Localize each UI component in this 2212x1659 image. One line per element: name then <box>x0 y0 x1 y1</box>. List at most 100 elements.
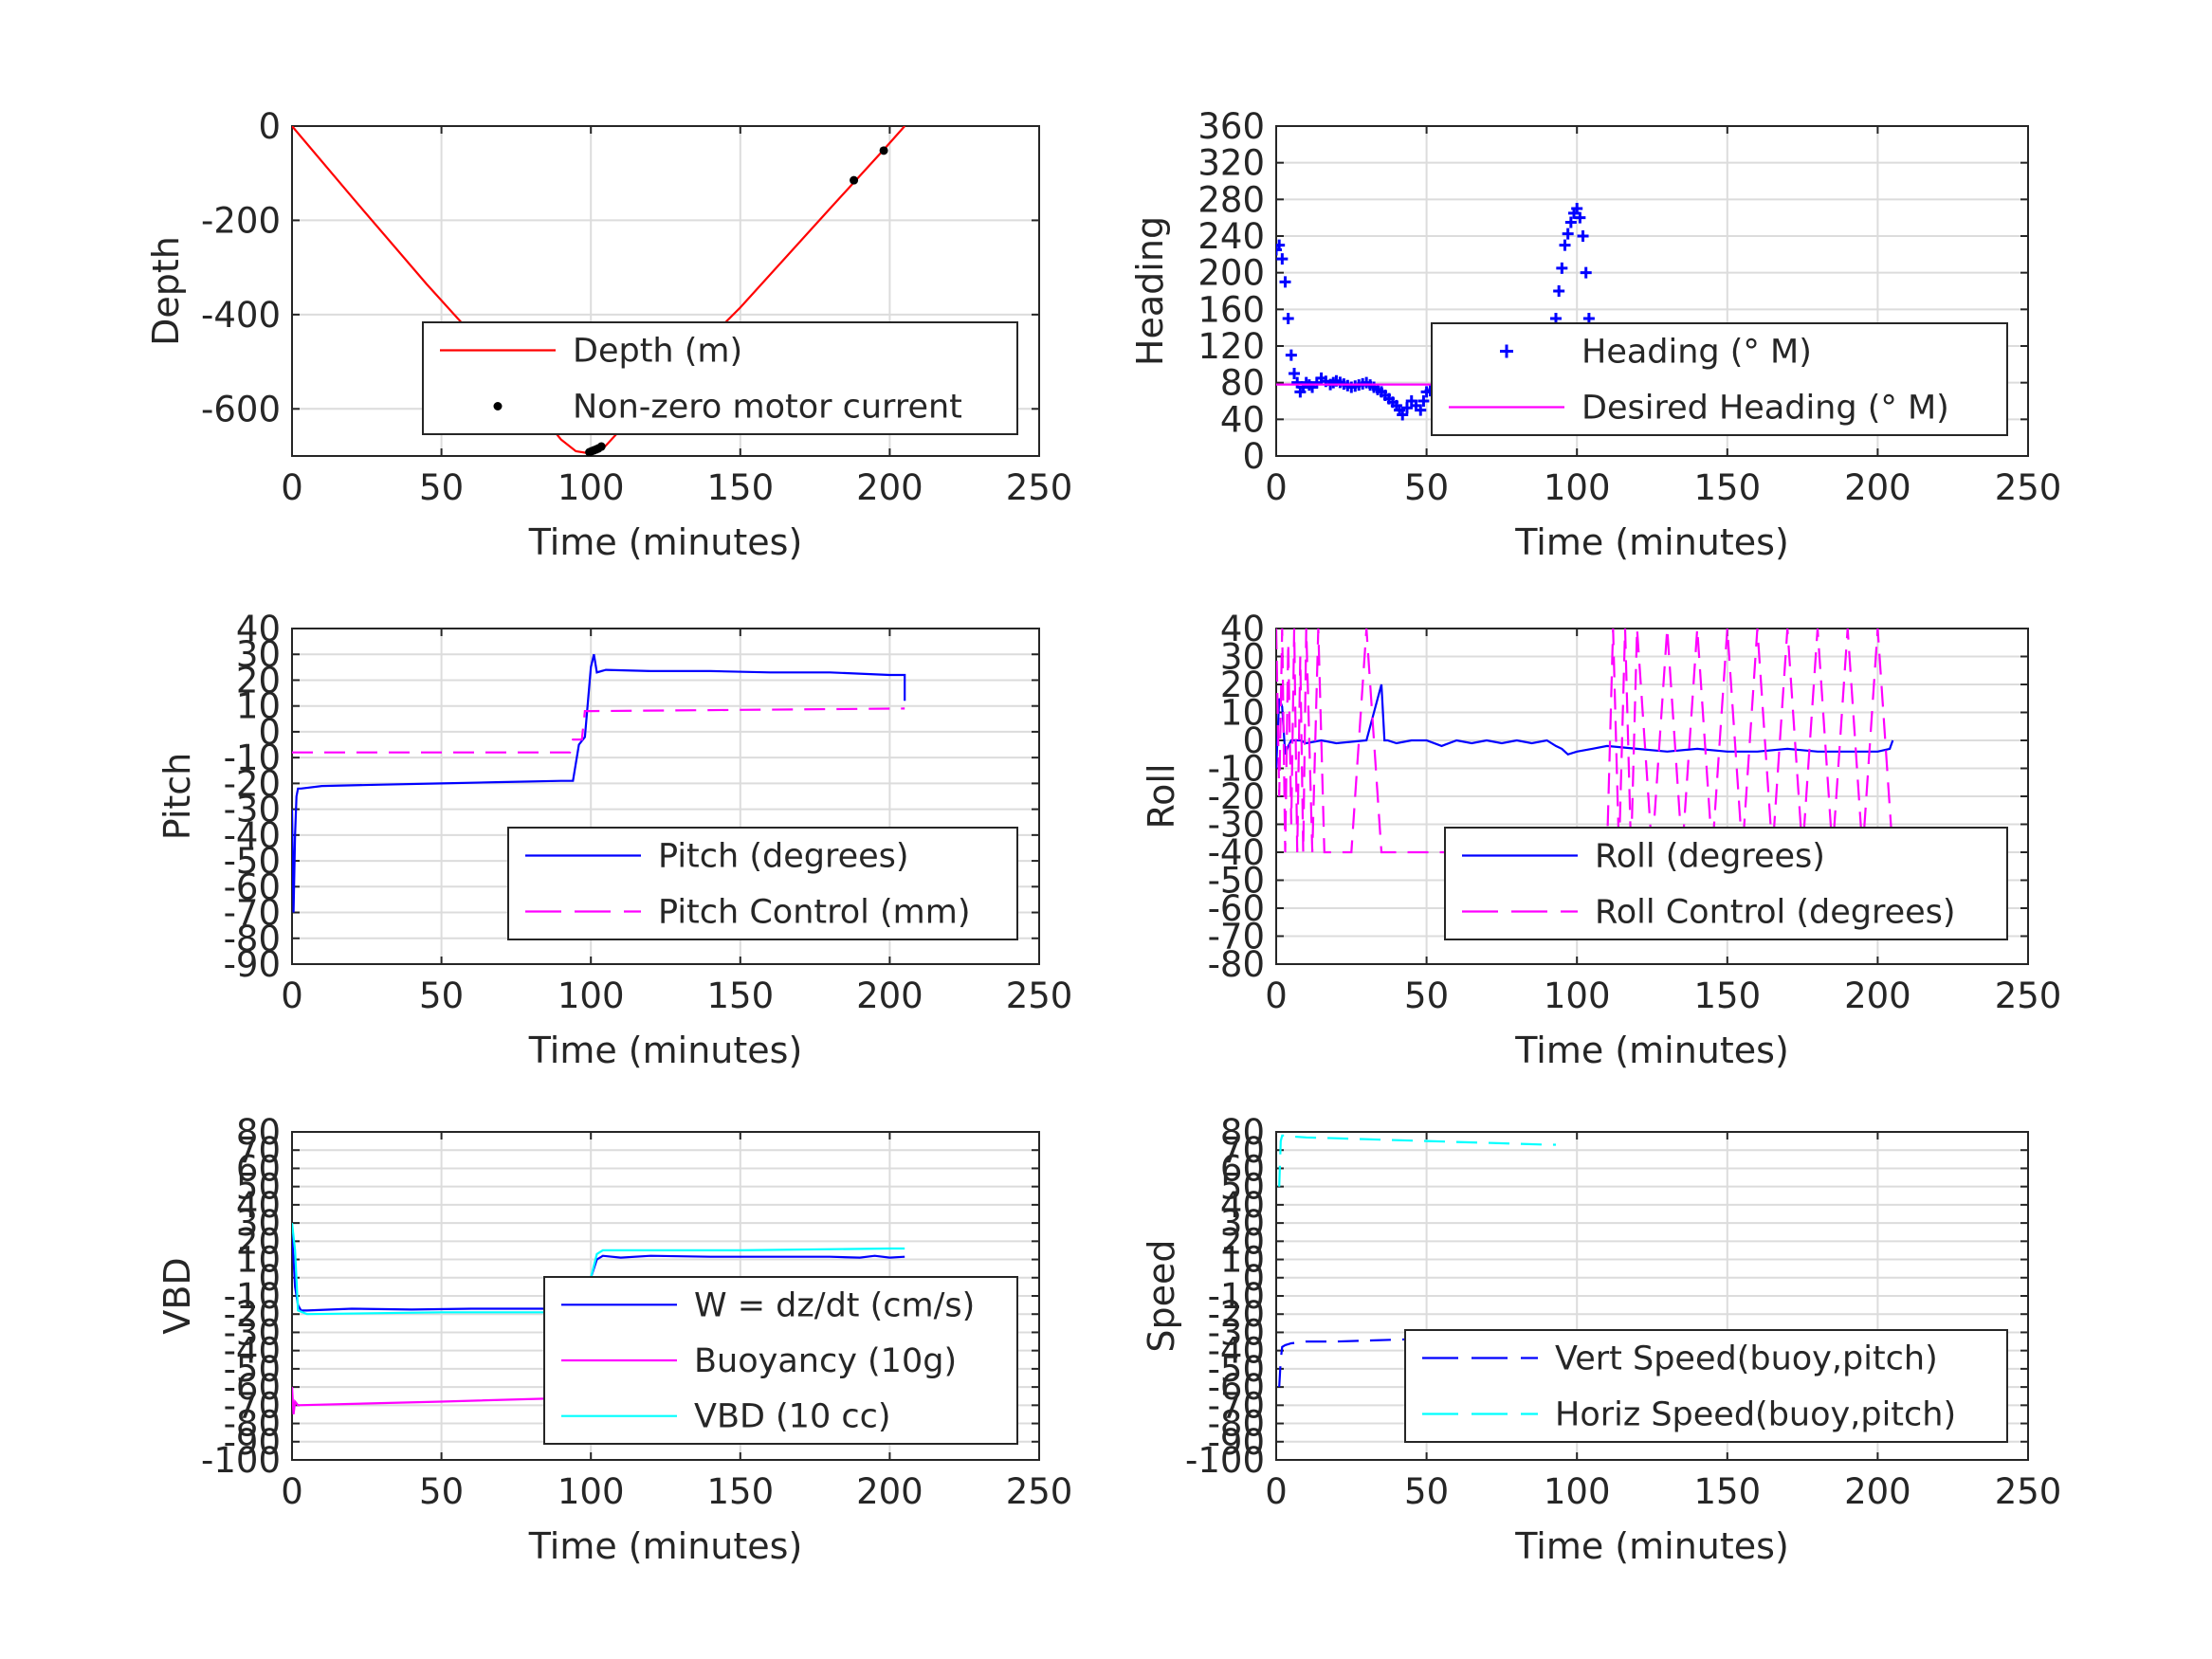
roll-ytick-label: -80 <box>1208 944 1265 985</box>
speed-series-1-line <box>1278 1134 1556 1187</box>
heading-frame <box>1275 125 2029 457</box>
depth-chart: 0 50 100 150 200 250 0 -200 -400 -600 Time (minute… <box>145 106 1072 563</box>
roll-ytick-label: -30 <box>1208 805 1265 846</box>
pitch-ytick-label: 40 <box>236 609 281 649</box>
heading-series-0-point <box>1282 313 1294 324</box>
heading-xtick-label: 250 <box>1995 467 2062 508</box>
pitch-ytick-label: 20 <box>236 660 281 701</box>
depth-legend-label-1: Non-zero motor current <box>573 389 962 427</box>
depth-series-1-point <box>596 442 606 451</box>
roll-ytick-label: -20 <box>1208 776 1265 817</box>
heading-ytick-label: 240 <box>1197 216 1265 257</box>
depth-series-group <box>292 126 906 456</box>
depth-ylabel: Depth <box>145 236 187 346</box>
depth-xtick-label: 200 <box>856 467 923 508</box>
roll-ytick-label: -50 <box>1208 861 1265 902</box>
pitch-ytick-label: -20 <box>224 763 281 804</box>
pitch-xtick-label: 200 <box>856 975 923 1016</box>
vbd-xtick-label: 150 <box>706 1471 774 1512</box>
speed-ytick-label: 0 <box>1242 1258 1265 1299</box>
speed-ytick-label: 30 <box>1220 1203 1265 1244</box>
speed-frame <box>1275 1131 2029 1461</box>
heading-ytick-label: 120 <box>1197 326 1265 367</box>
heading-ytick-label: 360 <box>1197 106 1265 147</box>
speed-xtick-label: 0 <box>1265 1471 1288 1512</box>
heading-ytick-label: 0 <box>1242 436 1265 477</box>
heading-ytick-label: 40 <box>1220 399 1265 440</box>
pitch-ytick-label: -40 <box>224 815 281 856</box>
vbd-ytick-label: 30 <box>236 1203 281 1244</box>
roll-ylabel: Roll <box>1141 763 1182 829</box>
pitch-xtick-label: 150 <box>706 975 774 1016</box>
speed-ytick-label: 60 <box>1220 1148 1265 1189</box>
vbd-xtick-label: 0 <box>281 1471 303 1512</box>
roll-series-group <box>1276 629 1894 854</box>
depth-xlabel: Time (minutes) <box>528 521 803 563</box>
vbd-legend-label-1: Buoyancy (10g) <box>694 1342 957 1380</box>
heading-series-0-point <box>1276 253 1289 265</box>
vbd-ytick-label: -30 <box>224 1312 281 1353</box>
depth-ytick-label: 0 <box>258 106 281 147</box>
speed-xtick-label: 50 <box>1404 1471 1449 1512</box>
vbd-ytick-label: 60 <box>236 1148 281 1189</box>
heading-xtick-label: 50 <box>1404 467 1449 508</box>
speed-xtick-label: 100 <box>1544 1471 1611 1512</box>
heading-ylabel: Heading <box>1129 216 1171 366</box>
vbd-ytick-label: -100 <box>201 1440 281 1481</box>
vbd-ytick-label: 0 <box>258 1258 281 1299</box>
pitch-ylabel: Pitch <box>156 753 198 841</box>
heading-series-0-point <box>1553 285 1565 297</box>
heading-series-0-point <box>1279 276 1291 288</box>
heading-series-0-point <box>1577 230 1589 242</box>
depth-legend-key-1 <box>493 402 503 410</box>
pitch-ytick-label: -50 <box>224 841 281 882</box>
heading-series-0-point <box>1564 216 1577 228</box>
roll-chart: 0 50 100 150 200 250403020100-10-20-30-40-50-… <box>1141 609 2061 1071</box>
depth-xtick-label: 100 <box>558 467 625 508</box>
heading-xlabel: Time (minutes) <box>1514 521 1789 563</box>
vbd-ytick-label: -90 <box>224 1422 281 1463</box>
roll-xtick-label: 250 <box>1995 975 2062 1016</box>
roll-xtick-label: 150 <box>1693 975 1761 1016</box>
depth-ytick-label: -600 <box>201 389 281 429</box>
roll-xlabel: Time (minutes) <box>1514 1030 1789 1071</box>
roll-series-0-line <box>1276 684 1894 769</box>
heading-series-0-point <box>1289 368 1301 379</box>
pitch-xlabel: Time (minutes) <box>528 1030 803 1071</box>
heading-series-0-point <box>1276 239 1286 251</box>
vbd-legend-label-0: W = dz/dt (cm/s) <box>694 1286 975 1324</box>
depth-series-1-point <box>850 175 859 185</box>
heading-series-0-point <box>1571 203 1583 214</box>
speed-ytick-label: 20 <box>1220 1221 1265 1262</box>
depth-series-1-point <box>879 146 888 155</box>
roll-ytick-label: 10 <box>1220 693 1265 734</box>
depth-legend-label-0: Depth (m) <box>573 333 742 371</box>
vbd-xtick-label: 100 <box>558 1471 625 1512</box>
heading-series-0-point <box>1415 404 1427 416</box>
roll-xtick-label: 100 <box>1544 975 1611 1016</box>
speed-xtick-label: 250 <box>1995 1471 2062 1512</box>
pitch-xtick-label: 50 <box>419 975 464 1016</box>
pitch-ytick-label: -70 <box>224 893 281 934</box>
heading-series-0-point <box>1559 239 1571 251</box>
roll-ytick-label: 30 <box>1220 637 1265 678</box>
pitch-legend-box <box>507 827 1018 940</box>
heading-series-0-point <box>1285 349 1297 361</box>
speed-ytick-label: -80 <box>1208 1404 1265 1445</box>
pitch-ytick-label: -10 <box>224 738 281 778</box>
vbd-ytick-label: 50 <box>236 1167 281 1208</box>
heading-series-0-point <box>1417 395 1430 407</box>
roll-legend-label-0: Roll (degrees) <box>1595 838 1825 876</box>
heading-xtick-label: 100 <box>1544 467 1611 508</box>
roll-xtick-label: 0 <box>1265 975 1288 1016</box>
pitch-legend-label-0: Pitch (degrees) <box>658 838 909 876</box>
vbd-ylabel: VBD <box>156 1257 198 1334</box>
pitch-series-0-line <box>292 653 906 913</box>
speed-legend-box <box>1404 1329 2008 1443</box>
depth-xtick-label: 50 <box>419 467 464 508</box>
speed-ytick-label: -40 <box>1208 1331 1265 1372</box>
speed-legend-label-0: Vert Speed(buoy,pitch) <box>1555 1340 1938 1378</box>
speed-legend: Vert Speed(buoy,pitch) Horiz Speed(buoy,p… <box>1404 1329 2008 1443</box>
vbd-ytick-label: 10 <box>236 1240 281 1281</box>
speed-ytick-label: 40 <box>1220 1185 1265 1226</box>
